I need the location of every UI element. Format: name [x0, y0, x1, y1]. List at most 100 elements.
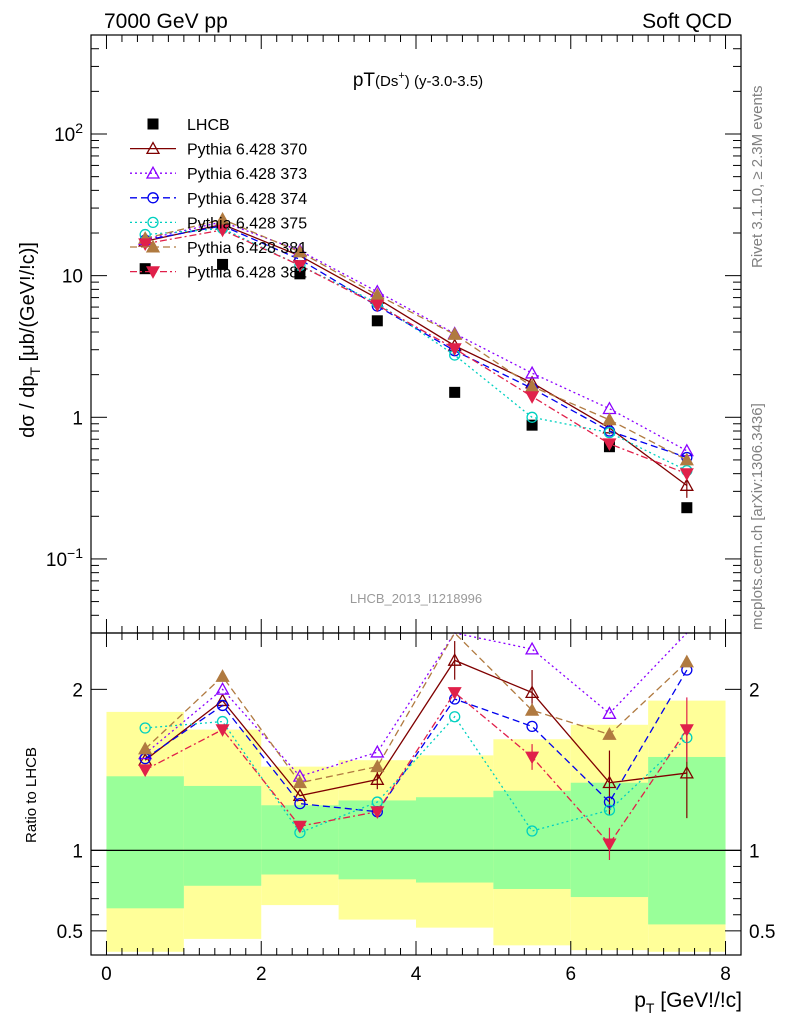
main-title: pT(Ds+) (y-3.0-3.5): [353, 70, 483, 91]
legend-marker-pythia-6-428-370: [145, 141, 161, 155]
analysis-watermark: LHCB_2013_I1218996: [350, 591, 482, 606]
main-point-lhcb: [449, 386, 461, 398]
ratio-series-line-pythia-6-428-373: [144, 632, 688, 778]
ratio-series-line-pythia-6-428-381: [144, 631, 688, 784]
main-point-pythia-6-428-381: [602, 412, 617, 426]
main-point-lhcb: [371, 315, 383, 327]
main-point-pythia-6-428-382: [602, 438, 617, 452]
ratio-point-pythia-6-428-375: [526, 825, 538, 837]
ratio-series-line-pythia-6-428-370: [144, 659, 687, 797]
ratio-band-inner: [493, 790, 571, 889]
ratio-series-line-pythia-6-428-382: [144, 691, 688, 845]
x-tick-label: 4: [411, 964, 422, 985]
ratio-point-pythia-6-428-370: [292, 788, 308, 802]
main-series-line-pythia-6-428-382: [145, 229, 688, 475]
ratio-point-pythia-6-428-374: [294, 798, 306, 810]
legend-marker-pythia-6-428-382: [145, 266, 161, 279]
x-tick-label: 6: [565, 964, 576, 985]
ratio-point-pythia-6-428-381: [524, 702, 540, 716]
main-point-pythia-6-428-381: [679, 452, 694, 466]
rivet-version-label: Rivet 3.1.10, ≥ 2.3M events: [749, 86, 766, 269]
legend-label-pythia-6-428-382: Pythia 6.428 382: [187, 265, 307, 282]
legend-label-lhcb: LHCB: [187, 117, 230, 134]
main-point-pythia-6-428-375: [603, 426, 616, 439]
main-point-pythia-6-428-382: [138, 238, 153, 251]
main-series-line-pythia-6-428-381: [145, 218, 688, 461]
ratio-series-line-pythia-6-428-375: [145, 715, 688, 834]
ratio-y-tick-label-right: 2: [749, 680, 760, 701]
ratio-point-pythia-6-428-382: [447, 687, 462, 700]
ratio-y-tick-label-right: 1: [749, 841, 760, 862]
x-axis-quantity: p: [634, 989, 646, 1012]
main-y-axis-quantity: dσ / dp: [17, 376, 39, 438]
ratio-point-pythia-6-428-370: [370, 772, 385, 785]
main-y-axis-label: dσ / dpT [μb/(GeV!/!c)]: [17, 242, 43, 438]
ratio-point-pythia-6-428-370: [524, 685, 540, 699]
header-energy-label: 7000 GeV pp: [104, 10, 228, 33]
main-series-line-pythia-6-428-373: [145, 221, 688, 452]
main-point-pythia-6-428-382: [679, 468, 694, 481]
ratio-y-axis-label: Ratio to LHCB: [23, 747, 40, 843]
legend-label-pythia-6-428-381: Pythia 6.428 381: [187, 240, 307, 257]
main-point-pythia-6-428-382: [525, 391, 540, 404]
ratio-point-pythia-6-428-382: [602, 838, 617, 852]
ratio-point-pythia-6-428-374: [526, 720, 538, 733]
ratio-point-pythia-6-428-382: [292, 820, 307, 834]
ratio-y-tick-label: 1: [72, 841, 83, 862]
main-point-lhcb: [217, 258, 229, 270]
ratio-point-pythia-6-428-381: [292, 775, 308, 789]
mcplots-reference-label: mcplots.cern.ch [arXiv:1306.3436]: [749, 403, 766, 630]
x-tick-label: 0: [101, 964, 112, 985]
legend-marker-pythia-6-428-374: [147, 192, 159, 204]
main-title-sup: +: [398, 70, 404, 82]
ratio-point-pythia-6-428-381: [602, 727, 617, 740]
main-point-lhcb: [526, 419, 538, 431]
main-point-pythia-6-428-373: [524, 365, 540, 379]
ratio-y-tick-label: 0.5: [57, 922, 83, 943]
main-series-line-pythia-6-428-370: [145, 223, 688, 487]
ratio-point-pythia-6-428-375: [139, 722, 151, 734]
main-point-pythia-6-428-382: [215, 224, 230, 238]
x-axis-subscript: T: [646, 1000, 655, 1016]
legend-marker-lhcb: [147, 118, 159, 130]
ratio-point-pythia-6-428-382: [679, 724, 694, 737]
main-point-lhcb: [139, 263, 151, 275]
main-point-pythia-6-428-370: [679, 478, 694, 491]
ratio-point-pythia-6-428-375: [603, 804, 616, 816]
ratio-point-pythia-6-428-373: [524, 641, 540, 655]
legend-label-pythia-6-428-373: Pythia 6.428 373: [187, 166, 307, 183]
ratio-point-pythia-6-428-382: [525, 751, 540, 765]
ratio-point-pythia-6-428-370: [602, 775, 617, 789]
legend-marker-pythia-6-428-381: [145, 239, 161, 253]
main-y-axis-subscript: T: [27, 367, 43, 376]
main-point-lhcb: [681, 502, 693, 514]
main-point-pythia-6-428-382: [370, 299, 385, 313]
main-point-pythia-6-428-373: [602, 401, 617, 415]
main-point-pythia-6-428-381: [292, 244, 308, 258]
main-point-pythia-6-428-382: [292, 260, 307, 273]
ratio-y-tick-label: 2: [72, 680, 83, 701]
ratio-point-pythia-6-428-370: [679, 765, 694, 779]
ratio-band-inner: [183, 785, 262, 886]
main-y-axis-unit: [μb/(GeV!/!c)]: [17, 242, 39, 367]
ratio-plot-area: 0.5 0.5 1 1 2 2 0 2 4 6 8: [57, 631, 775, 985]
ratio-point-pythia-6-428-381: [679, 654, 694, 668]
header-process-label: Soft QCD: [642, 10, 732, 33]
legend-label-pythia-6-428-375: Pythia 6.428 375: [187, 215, 307, 232]
main-point-pythia-6-428-375: [526, 411, 538, 423]
x-axis-unit: [GeV!/!c]: [654, 989, 742, 1012]
ratio-point-pythia-6-428-373: [602, 706, 617, 719]
legend-marker-pythia-6-428-375: [147, 216, 159, 229]
ratio-point-pythia-6-428-382: [138, 764, 153, 778]
main-plot-area: 10−1 1 10 102: [46, 34, 742, 634]
main-title-rest: ) (y-3.0-3.5): [405, 73, 483, 90]
ratio-point-pythia-6-428-381: [138, 741, 153, 755]
ratio-point-pythia-6-428-373: [370, 744, 385, 758]
legend-label-pythia-6-428-374: Pythia 6.428 374: [187, 191, 307, 208]
main-y-tick-label: 10−1: [46, 545, 83, 571]
main-y-tick-label: 102: [54, 120, 83, 146]
ratio-point-pythia-6-428-382: [370, 806, 385, 819]
ratio-point-pythia-6-428-382: [215, 724, 230, 737]
